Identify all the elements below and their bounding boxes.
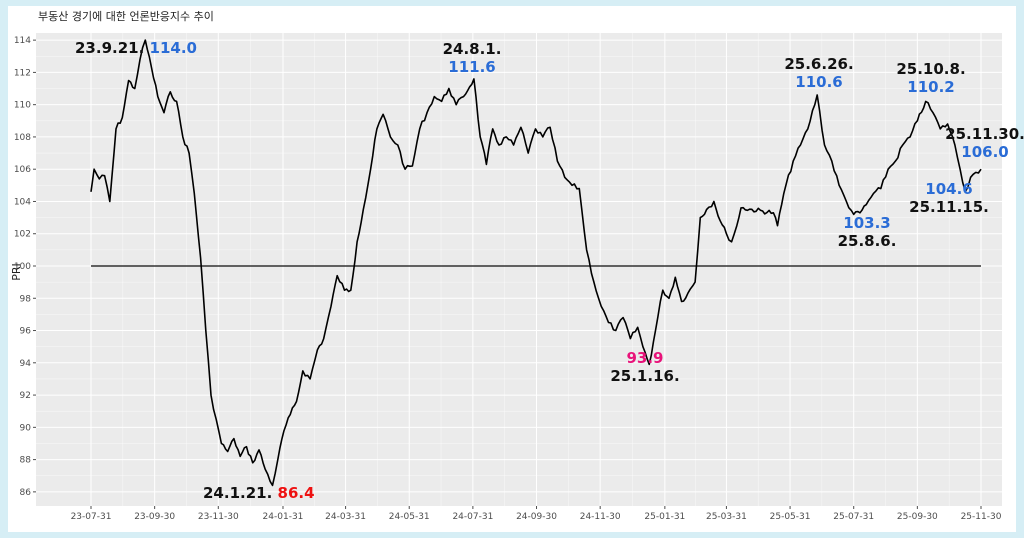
y-tick-label: 110 — [14, 101, 31, 111]
annotation-date: 25.8.6. — [838, 232, 897, 250]
axis-layer: 86 88 90 92 94 96 98 100 102 104 106 108 110 112 114 23… — [14, 36, 1002, 522]
x-tick-label: 23-11-30 — [198, 512, 239, 522]
y-tick-label: 90 — [20, 423, 32, 433]
annotation-value: 114.0 — [150, 39, 197, 57]
annotation-value: 104.6 — [925, 180, 972, 198]
annotation-layer: 23.9.21. 114.0 24.1.21. 86.4 24.8.1.111.6 9… — [75, 39, 1024, 502]
annotation-value: 103.3 — [843, 214, 890, 232]
x-tick-label: 25-05-31 — [770, 512, 811, 522]
x-tick-label: 23-07-31 — [71, 512, 112, 522]
y-tick-label: 92 — [20, 391, 31, 401]
x-tick-label: 23-09-30 — [134, 512, 175, 522]
y-tick-label: 108 — [14, 133, 31, 143]
annotation-value: 93.9 — [626, 349, 663, 367]
x-tick-label: 25-11-30 — [961, 512, 1002, 522]
y-tick-label: 104 — [14, 197, 31, 207]
annotation-date: 24.8.1. — [443, 40, 502, 58]
annotation-value: 110.2 — [907, 78, 954, 96]
pri-series-line — [90, 39, 982, 487]
plot-panel — [36, 33, 1002, 506]
x-tick-label: 24-01-31 — [263, 512, 304, 522]
y-tick-label: 102 — [14, 230, 31, 240]
annotation-date: 25.11.30. — [945, 125, 1024, 143]
x-tick-label: 24-07-31 — [452, 512, 493, 522]
x-tick-label: 24-11-30 — [580, 512, 621, 522]
y-tick-label: 96 — [20, 327, 32, 337]
y-tick-label: 88 — [20, 456, 32, 466]
annotation-value: 110.6 — [795, 73, 842, 91]
gridlines — [36, 33, 1002, 506]
y-tick-label: 94 — [20, 359, 32, 369]
x-tick-label: 24-09-30 — [516, 512, 557, 522]
x-tick-label: 25-01-31 — [644, 512, 685, 522]
y-axis-label: PRI — [10, 263, 23, 281]
y-tick-label: 114 — [14, 36, 31, 46]
series-layer — [90, 39, 982, 487]
annotation-value: 106.0 — [961, 143, 1008, 161]
plot-background — [36, 33, 1002, 506]
y-tick-label: 98 — [20, 294, 32, 304]
y-tick-label: 106 — [14, 165, 31, 175]
x-tick-label: 25-03-31 — [706, 512, 747, 522]
y-tick-label: 112 — [14, 68, 31, 78]
annotation-date: 23.9.21. — [75, 39, 150, 57]
annotation-date: 25.10.8. — [896, 60, 965, 78]
annotation-date: 24.1.21. — [203, 484, 278, 502]
chart-title: 부동산 경기에 대한 언론반응지수 추이 — [38, 10, 214, 23]
x-tick-label: 24-03-31 — [325, 512, 366, 522]
x-tick-label: 24-05-31 — [389, 512, 430, 522]
annotation-date: 25.1.16. — [610, 367, 679, 385]
y-tick-label: 86 — [20, 488, 32, 498]
annotation-value: 111.6 — [448, 58, 495, 76]
x-tick-label: 25-09-30 — [897, 512, 938, 522]
annotation-label: 23.9.21. 114.0 — [75, 39, 197, 57]
annotation-date: 25.11.15. — [909, 198, 989, 216]
y-tick-label: 100 — [14, 262, 31, 272]
x-tick-label: 25-07-31 — [833, 512, 874, 522]
annotation-value: 86.4 — [278, 484, 315, 502]
annotation-label: 24.1.21. 86.4 — [203, 484, 315, 502]
annotation-date: 25.6.26. — [784, 55, 853, 73]
